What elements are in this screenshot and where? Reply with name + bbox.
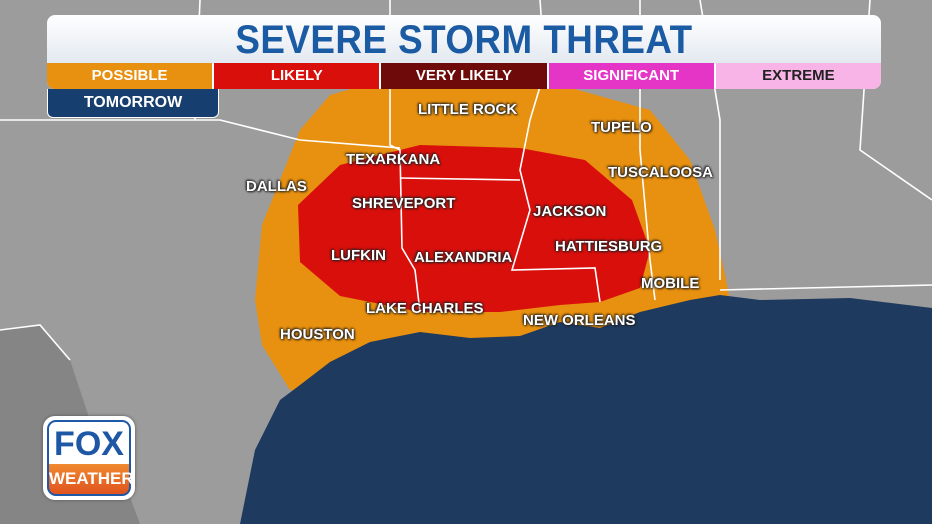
city-label: MOBILE [641, 275, 700, 292]
legend-significant: SIGNIFICANT [548, 63, 714, 89]
legend-extreme: EXTREME [715, 63, 881, 89]
city-label: TEXARKANA [346, 151, 441, 168]
legend-likely: LIKELY [214, 63, 380, 89]
legend-very-likely: VERY LIKELY [381, 63, 547, 89]
city-label: LUFKIN [331, 247, 386, 264]
city-label: HATTIESBURG [555, 238, 663, 255]
city-label: DALLAS [246, 178, 307, 195]
fox-weather-logo: FOX WEATHER [43, 416, 135, 500]
period-label: TOMORROW [47, 89, 219, 118]
city-label: ALEXANDRIA [414, 249, 513, 266]
city-label: TUSCALOOSA [608, 164, 713, 181]
city-label: JACKSON [533, 203, 607, 220]
logo-fox: FOX [47, 420, 131, 464]
page-title: SEVERE STORM THREAT [235, 18, 693, 62]
title-banner: SEVERE STORM THREAT [47, 15, 881, 63]
city-label: LITTLE ROCK [418, 101, 518, 118]
city-label: TUPELO [591, 119, 652, 136]
likely-risk-area [298, 145, 650, 312]
gulf-ocean [240, 295, 932, 524]
legend-possible: POSSIBLE [47, 63, 213, 89]
city-label: NEW ORLEANS [523, 312, 636, 329]
city-label: HOUSTON [280, 326, 355, 343]
city-label: SHREVEPORT [352, 195, 456, 212]
risk-legend: POSSIBLE LIKELY VERY LIKELY SIGNIFICANT … [47, 63, 881, 89]
city-label: LAKE CHARLES [366, 300, 484, 317]
logo-weather: WEATHER [47, 464, 134, 496]
